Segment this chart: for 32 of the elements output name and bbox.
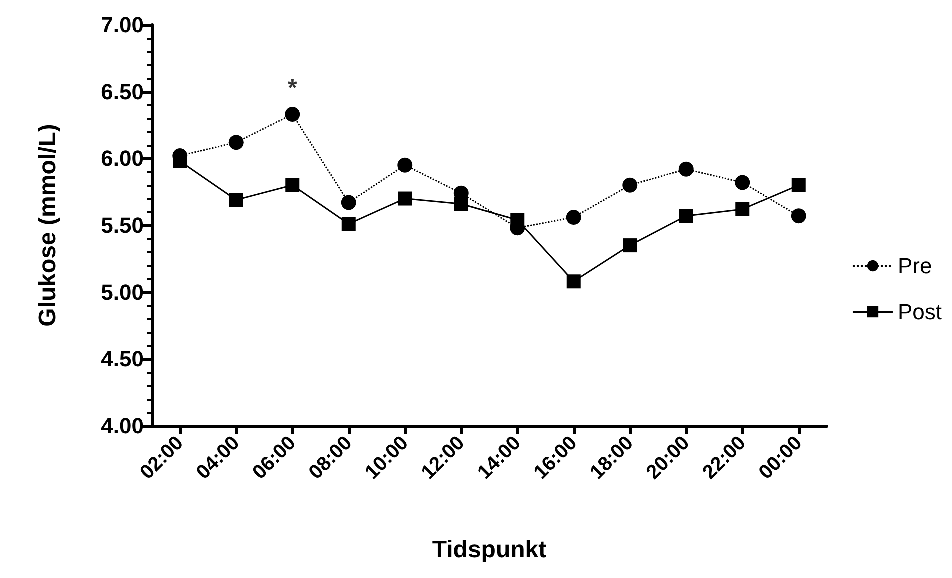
point xyxy=(285,107,300,122)
y-tick-label: 6.00 xyxy=(101,146,144,172)
point xyxy=(735,175,750,190)
point xyxy=(792,178,806,192)
y-axis-title: Glukose (mmol/L) xyxy=(34,124,62,327)
point xyxy=(510,213,525,228)
point xyxy=(566,274,581,289)
legend-label: Post xyxy=(898,300,942,324)
point xyxy=(622,178,638,193)
y-tick-label: 7.00 xyxy=(101,12,144,38)
point xyxy=(566,210,582,225)
y-tick-label: 4.50 xyxy=(101,346,144,372)
y-tick-label: 6.50 xyxy=(101,79,144,104)
point xyxy=(679,209,694,224)
x-axis-title: Tidspunkt xyxy=(432,536,547,564)
point xyxy=(623,238,638,253)
legend-label: Pre xyxy=(898,254,932,278)
point xyxy=(229,193,244,208)
point xyxy=(228,135,244,150)
y-tick-label: 4.00 xyxy=(101,414,144,438)
point xyxy=(341,195,356,210)
y-tick-label: 5.00 xyxy=(101,280,144,305)
point xyxy=(736,202,750,216)
point xyxy=(454,197,468,212)
annotation: * xyxy=(288,75,298,102)
point xyxy=(398,158,413,173)
point xyxy=(678,162,694,177)
point xyxy=(286,178,300,192)
point xyxy=(398,192,412,206)
y-tick-label: 5.50 xyxy=(101,213,144,238)
point xyxy=(791,208,806,224)
point xyxy=(342,217,356,232)
